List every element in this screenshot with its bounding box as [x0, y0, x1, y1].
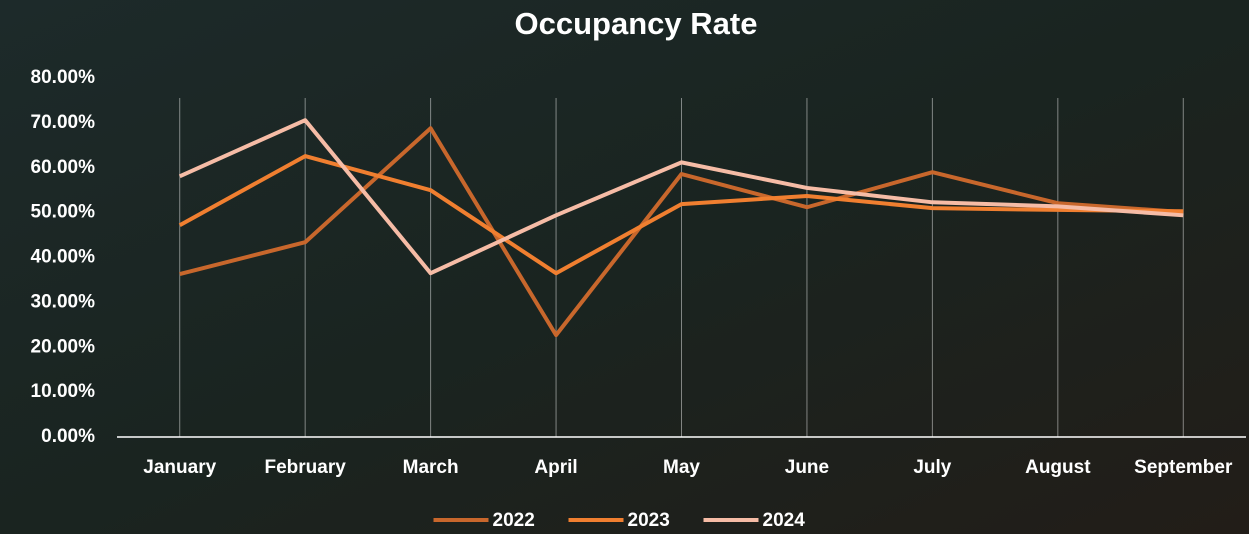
x-tick-label: April	[534, 457, 577, 478]
x-tick-label: June	[785, 457, 829, 478]
legend-label: 2024	[763, 510, 806, 531]
chart-title: Occupancy Rate	[515, 6, 758, 41]
x-tick-label: August	[1025, 457, 1091, 478]
y-tick-label: 40.00%	[31, 247, 96, 268]
legend-label: 2023	[628, 510, 670, 531]
y-tick-label: 10.00%	[31, 381, 96, 402]
y-tick-label: 60.00%	[31, 157, 96, 178]
x-tick-label: May	[663, 457, 700, 478]
y-tick-label: 50.00%	[31, 202, 96, 223]
x-tick-label: January	[143, 457, 216, 478]
background	[0, 0, 1249, 534]
x-tick-label: March	[403, 457, 459, 478]
chart: Occupancy Rate 0.00% 10.00% 20.00% 30.00% 40…	[0, 0, 1249, 534]
y-tick-label: 0.00%	[41, 426, 95, 447]
page: Occupancy Rate 0.00% 10.00% 20.00% 30.00% 40…	[0, 0, 1249, 534]
x-tick-label: September	[1134, 457, 1233, 478]
y-tick-label: 70.00%	[31, 112, 96, 133]
y-tick-label: 30.00%	[31, 291, 96, 312]
x-tick-label: July	[913, 457, 951, 478]
x-tick-label: February	[265, 457, 347, 478]
y-tick-label: 80.00%	[31, 67, 96, 88]
y-tick-label: 20.00%	[31, 336, 96, 357]
legend-label: 2022	[493, 510, 535, 531]
